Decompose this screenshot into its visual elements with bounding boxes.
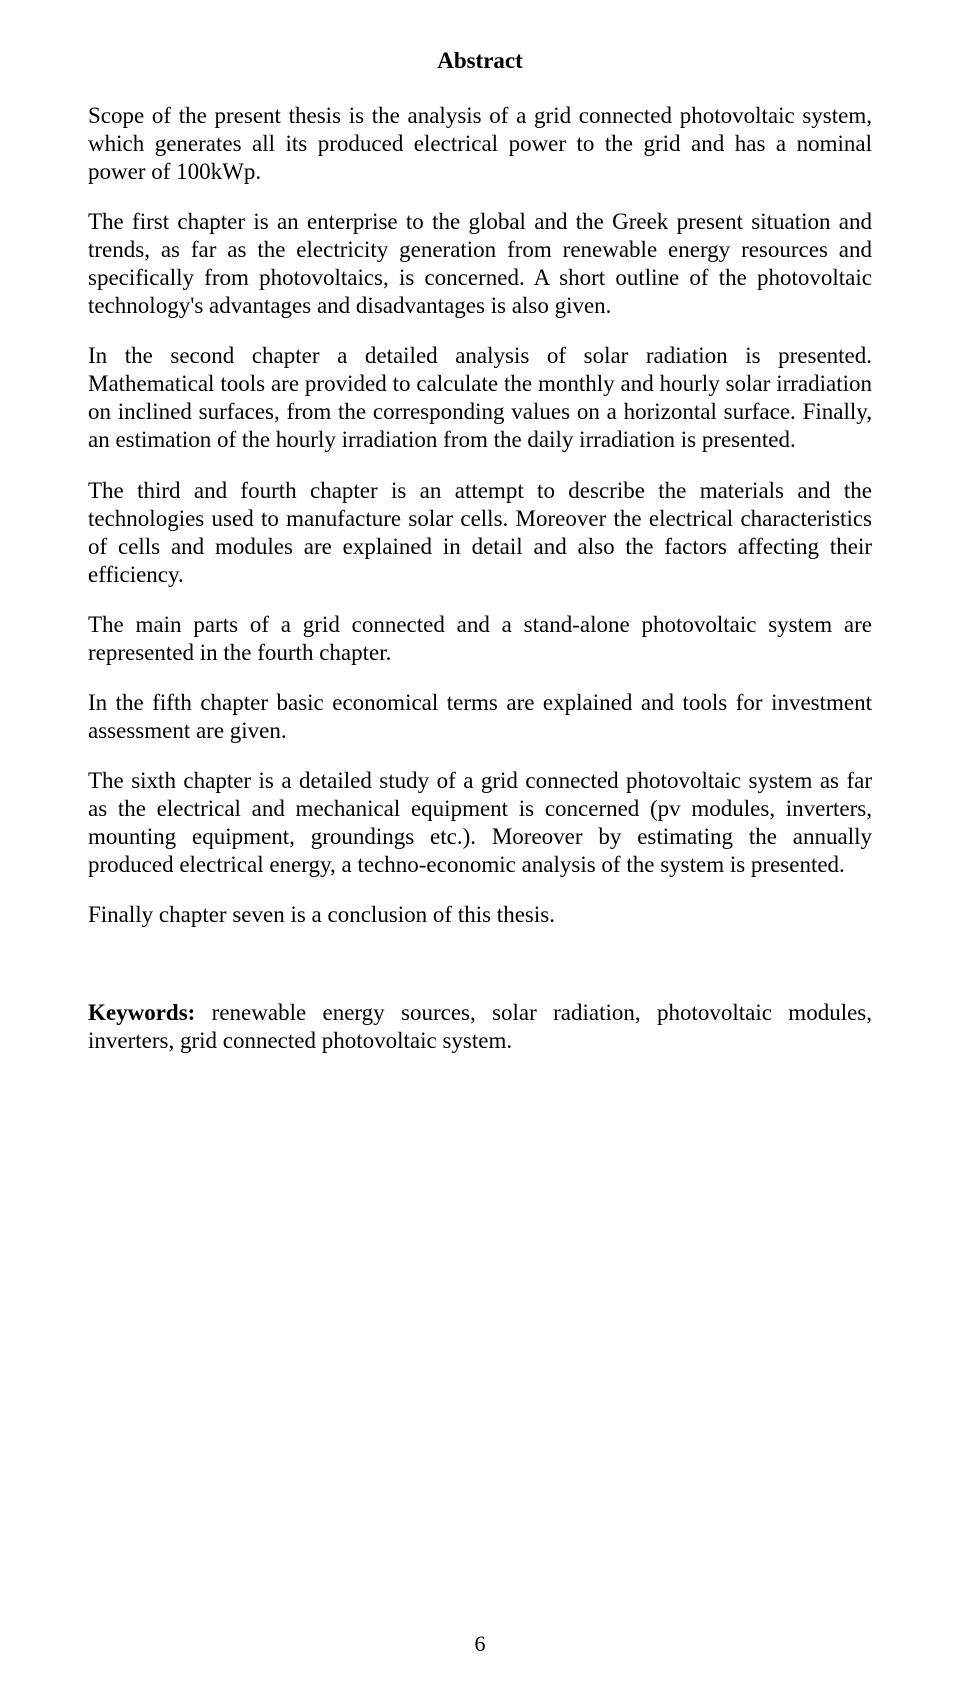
- paragraph-2: The first chapter is an enterprise to th…: [88, 208, 872, 320]
- paragraph-1: Scope of the present thesis is the analy…: [88, 102, 872, 186]
- page-number: 6: [0, 1631, 960, 1657]
- paragraph-7: The sixth chapter is a detailed study of…: [88, 767, 872, 879]
- paragraph-5: The main parts of a grid connected and a…: [88, 611, 872, 667]
- paragraph-6: In the fifth chapter basic economical te…: [88, 689, 872, 745]
- paragraph-4: The third and fourth chapter is an attem…: [88, 477, 872, 589]
- abstract-title: Abstract: [88, 48, 872, 74]
- document-page: Abstract Scope of the present thesis is …: [0, 0, 960, 1691]
- paragraph-8: Finally chapter seven is a conclusion of…: [88, 901, 872, 929]
- keywords-label: Keywords:: [88, 1000, 195, 1025]
- paragraph-3: In the second chapter a detailed analysi…: [88, 342, 872, 454]
- keywords-text: renewable energy sources, solar radiatio…: [88, 1000, 872, 1053]
- keywords-line: Keywords: renewable energy sources, sola…: [88, 999, 872, 1055]
